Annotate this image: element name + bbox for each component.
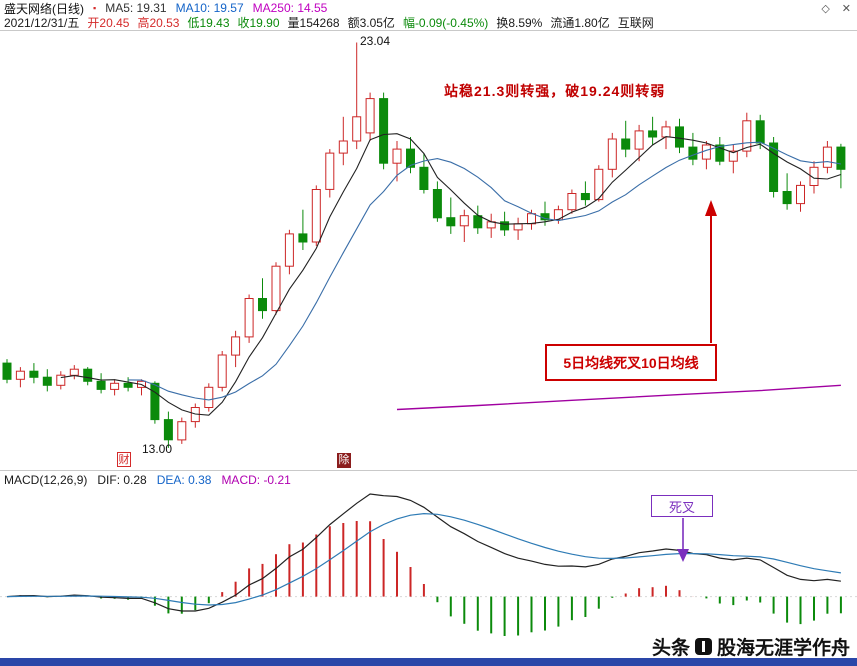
quote-turnover: 换8.59%	[496, 16, 543, 30]
quote-high: 高20.53	[137, 16, 180, 30]
low-price-label: 13.00	[142, 442, 173, 456]
quote-amount: 额3.05亿	[347, 16, 395, 30]
candlestick-canvas[interactable]	[0, 31, 857, 470]
macd-canvas[interactable]	[0, 488, 857, 648]
toutiao-logo-icon	[694, 638, 712, 655]
close-icon[interactable]: ✕	[841, 2, 851, 15]
macd-dea-value: DEA: 0.38	[156, 472, 212, 487]
quote-info-bar: 2021/12/31/五 开20.45 高20.53 低19.43 收19.90…	[0, 15, 857, 31]
macd-header: MACD(12,26,9) DIF: 0.28 DEA: 0.38 MACD: …	[0, 471, 857, 488]
industry-link[interactable]: 互联网	[617, 16, 654, 30]
title-bar: 盛天网络(日线) ▪ MA5: 19.31 MA10: 19.57 MA250:…	[0, 0, 857, 16]
bottom-bar	[0, 658, 857, 666]
quote-low: 低19.43	[187, 16, 230, 30]
quote-change: 幅-0.09(-0.45%)	[402, 16, 489, 30]
watermark: 头条 股海无涯学作舟	[652, 633, 850, 660]
ex-dividend-marker[interactable]: 除	[337, 453, 351, 468]
quote-float-shares: 流通1.80亿	[550, 16, 610, 30]
macd-dif-value: DIF: 0.28	[97, 472, 147, 487]
death-cross-note-box: 5日均线死叉10日均线	[545, 344, 717, 381]
financial-report-marker[interactable]: 财	[117, 452, 131, 467]
stock-title: 盛天网络(日线)	[4, 1, 84, 16]
quote-date: 2021/12/31/五	[4, 16, 80, 30]
macd-indicator-label[interactable]: MACD(12,26,9)	[4, 472, 88, 487]
quote-open: 开20.45	[87, 16, 130, 30]
ma250-value: MA250: 14.55	[252, 1, 328, 15]
ma10-value: MA10: 19.57	[175, 1, 244, 15]
peak-price-label: 23.04	[360, 34, 391, 48]
macd-value: MACD: -0.21	[221, 472, 291, 487]
diamond-icon[interactable]: ◇	[821, 2, 830, 15]
watermark-name: 股海无涯学作舟	[716, 638, 850, 659]
macd-death-cross-label: 死叉	[651, 495, 713, 517]
quote-close: 收19.90	[237, 16, 280, 30]
window-controls: ◇ ✕	[821, 2, 853, 15]
watermark-brand: 头条	[651, 638, 690, 659]
quote-volume: 量154268	[287, 16, 340, 30]
ma5-value: MA5: 19.31	[105, 1, 167, 15]
macd-chart[interactable]: 死叉	[0, 488, 857, 648]
legend-marker-icon: ▪	[93, 3, 97, 13]
strategy-note: 站稳21.3则转强，破19.24则转弱	[444, 83, 666, 99]
candlestick-chart[interactable]: 23.04 13.00 站稳21.3则转强，破19.24则转弱 5日均线死叉10…	[0, 31, 857, 471]
